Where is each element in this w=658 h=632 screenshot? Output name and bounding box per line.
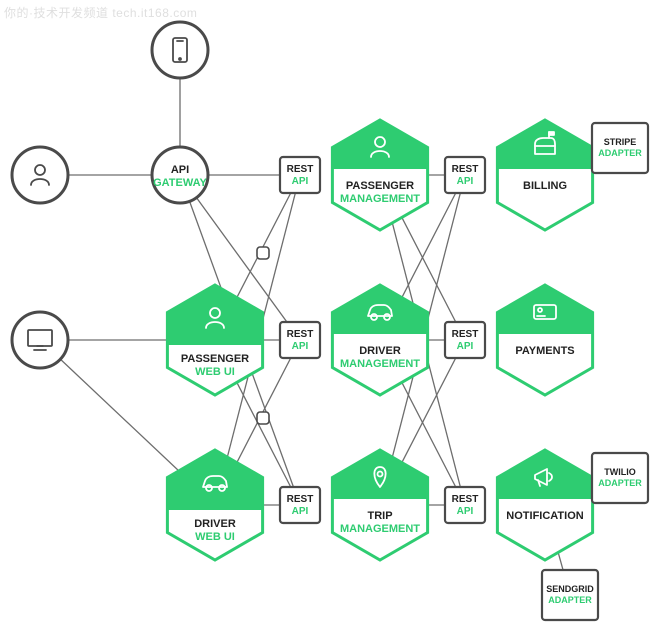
rest-title: REST	[452, 164, 479, 175]
hex-passenger_web: PASSENGERWEB UI	[167, 285, 262, 395]
hex-subtitle: WEB UI	[195, 366, 235, 378]
rest-box: RESTAPI	[280, 487, 320, 523]
connector-node	[257, 247, 269, 259]
rest-box: RESTAPI	[445, 322, 485, 358]
hex-payments: PAYMENTS	[497, 285, 592, 395]
rest-subtitle: API	[292, 176, 309, 187]
circle-phone	[152, 22, 208, 78]
adapter-title: SENDGRID	[546, 584, 594, 594]
adapter-subtitle: ADAPTER	[598, 478, 642, 488]
hex-title: TRIP	[367, 510, 392, 522]
hex-subtitle: WEB UI	[195, 531, 235, 543]
hex-subtitle: MANAGEMENT	[340, 193, 420, 205]
rest-subtitle: API	[457, 176, 474, 187]
adapter-title: TWILIO	[604, 467, 636, 477]
hex-billing: BILLING	[497, 120, 592, 230]
hex-title: DRIVER	[359, 345, 401, 357]
rest-box: RESTAPI	[280, 157, 320, 193]
rest-title: REST	[287, 329, 314, 340]
adapter-sendgrid: SENDGRIDADAPTER	[542, 570, 598, 620]
connector-node	[257, 412, 269, 424]
adapter-twilio: TWILIOADAPTER	[592, 453, 648, 503]
hex-title: BILLING	[523, 180, 567, 192]
adapter-title: STRIPE	[604, 137, 637, 147]
hex-title: DRIVER	[194, 518, 236, 530]
rest-title: REST	[452, 494, 479, 505]
adapter-subtitle: ADAPTER	[598, 148, 642, 158]
hex-title: PASSENGER	[346, 180, 414, 192]
rest-box: RESTAPI	[445, 487, 485, 523]
circle-subtitle: GATEWAY	[153, 177, 207, 189]
hex-subtitle: MANAGEMENT	[340, 358, 420, 370]
circle-gateway: APIGATEWAY	[152, 147, 208, 203]
rest-subtitle: API	[457, 341, 474, 352]
hex-subtitle: MANAGEMENT	[340, 523, 420, 535]
rest-subtitle: API	[457, 506, 474, 517]
adapter-subtitle: ADAPTER	[548, 595, 592, 605]
circle-monitor	[12, 312, 68, 368]
hex-title: NOTIFICATION	[506, 510, 583, 522]
rest-box: RESTAPI	[445, 157, 485, 193]
hex-title: PAYMENTS	[515, 345, 574, 357]
rest-subtitle: API	[292, 341, 309, 352]
rest-title: REST	[452, 329, 479, 340]
rest-title: REST	[287, 494, 314, 505]
rest-subtitle: API	[292, 506, 309, 517]
circle-title: API	[171, 164, 189, 176]
hex-notification: NOTIFICATION	[497, 450, 592, 560]
hex-driver_mgmt: DRIVERMANAGEMENT	[332, 285, 427, 395]
architecture-diagram: APIGATEWAYPASSENGERMANAGEMENTBILLINGPASS…	[0, 0, 658, 632]
rest-title: REST	[287, 164, 314, 175]
hex-title: PASSENGER	[181, 353, 249, 365]
rest-box: RESTAPI	[280, 322, 320, 358]
hex-driver_web: DRIVERWEB UI	[167, 450, 262, 560]
adapter-stripe: STRIPEADAPTER	[592, 123, 648, 173]
